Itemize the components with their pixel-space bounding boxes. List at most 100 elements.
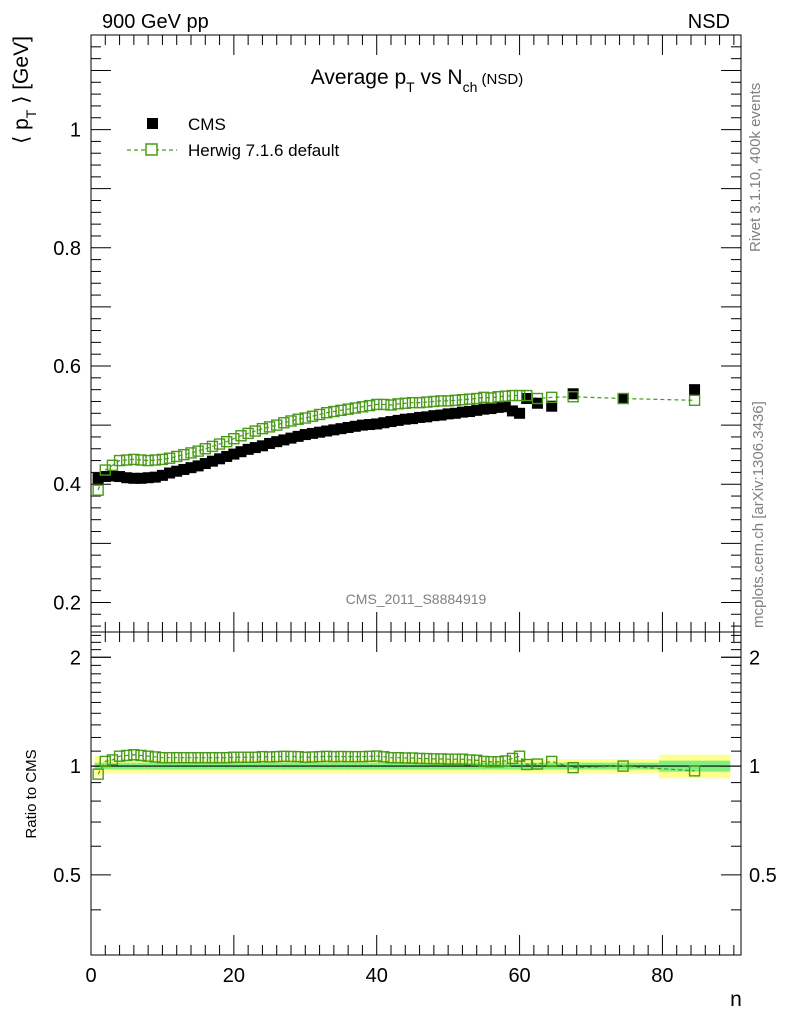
ratio-point (456, 753, 469, 765)
ratio-point (485, 756, 497, 768)
cms-point (256, 440, 268, 452)
svg-text:mcplots.cern.ch [arXiv:1306.34: mcplots.cern.ch [arXiv:1306.3436] (750, 401, 767, 628)
chart-title: Average pT vs Nch (NSD) (311, 66, 523, 95)
cms-point (414, 411, 426, 423)
ratio-point (328, 750, 340, 763)
ratio-point (113, 750, 126, 762)
ratio-point (185, 751, 197, 764)
cms-point (428, 410, 440, 422)
herwig-point (306, 410, 319, 422)
herwig-point (349, 402, 361, 414)
herwig-point (492, 391, 504, 403)
svg-text:Rivet 3.1.10, 400k events: Rivet 3.1.10, 400k events (747, 83, 764, 252)
cms-point (106, 470, 118, 482)
cms-point (689, 384, 701, 396)
ratio-y-tick-label-right: 2 (749, 647, 760, 669)
cms-point (171, 465, 183, 477)
cms-point (342, 421, 354, 433)
herwig-point (263, 421, 276, 433)
cms-point (349, 420, 361, 432)
herwig-point (567, 391, 579, 403)
ratio-point (192, 751, 204, 764)
cms-point (385, 416, 397, 428)
y-axis-title: ⟨ pT ⟩ [GeV] (10, 36, 39, 144)
x-tick-labels: 0 20 40 60 80 (85, 965, 673, 987)
ratio-point (99, 755, 111, 768)
cms-point (421, 411, 433, 423)
herwig-point (399, 397, 411, 409)
legend-herwig-marker (145, 143, 158, 156)
ratio-dashed-line (97, 754, 695, 775)
ratio-point (413, 752, 426, 765)
herwig-point (92, 484, 104, 496)
cms-point (128, 472, 140, 484)
ratio-point (506, 752, 519, 765)
cms-point (406, 413, 418, 425)
analysis-watermark: CMS_2011_S8884919 (346, 591, 487, 607)
cms-point (235, 446, 247, 458)
cms-point (192, 460, 204, 472)
header-left-label: 900 GeV pp (102, 11, 209, 33)
cms-point (328, 424, 340, 436)
herwig-point (463, 393, 476, 405)
svg-text:Ratio to CMS: Ratio to CMS (23, 749, 40, 838)
herwig-point (513, 389, 526, 402)
svg-text:⟨ pT ⟩ [GeV]: ⟨ pT ⟩ [GeV] (10, 36, 39, 144)
cms-point (392, 414, 404, 426)
ratio-x-ticks (90, 632, 735, 955)
ratio-y-ticks (91, 634, 741, 911)
herwig-point (385, 399, 397, 411)
ratio-point (567, 761, 579, 774)
cms-point (228, 448, 240, 460)
herwig-point (499, 390, 511, 402)
herwig-point (335, 404, 347, 417)
ratio-y-tick-label-right: 1 (749, 756, 760, 778)
ratio-y-tick-label-left: 0.5 (53, 865, 81, 887)
cms-point (514, 407, 526, 419)
ratio-point (256, 750, 269, 763)
mcplots-info-text: mcplots.cern.ch [arXiv:1306.3436] (750, 401, 767, 628)
ratio-point (149, 751, 161, 763)
ratio-point (121, 749, 133, 762)
herwig-point (271, 419, 283, 431)
cms-point (221, 450, 233, 462)
herwig-point (442, 395, 454, 407)
rivet-info-text: Rivet 3.1.10, 400k events (747, 83, 764, 252)
ratio-y-tick-label-left: 1 (70, 756, 81, 778)
herwig-point (299, 412, 311, 424)
cms-point (371, 418, 383, 430)
herwig-point (392, 398, 404, 410)
ratio-point (142, 750, 154, 762)
cms-point (364, 419, 376, 431)
ratio-point (392, 751, 404, 764)
ratio-point (435, 753, 447, 765)
cms-point (185, 462, 197, 474)
ratio-point (299, 751, 311, 763)
cms-point (617, 393, 629, 405)
herwig-point (163, 452, 176, 464)
x-tick-label: 0 (85, 965, 96, 987)
x-tick-label: 60 (508, 965, 530, 987)
cms-point (471, 404, 483, 416)
herwig-series-line (97, 394, 695, 491)
ratio-point (356, 750, 369, 763)
herwig-point (617, 392, 629, 405)
herwig-point (185, 447, 197, 459)
legend: CMS Herwig 7.1.6 default (127, 115, 339, 160)
herwig-point (221, 435, 233, 448)
ratio-point (617, 760, 629, 772)
cms-point (278, 434, 290, 446)
herwig-point (113, 454, 126, 467)
cms-point (356, 419, 368, 431)
herwig-point (449, 394, 461, 406)
herwig-point (421, 396, 433, 408)
cms-point (521, 393, 533, 405)
main-y-tick-label: 0.4 (53, 474, 81, 496)
cms-point (149, 471, 161, 483)
cms-point (546, 400, 558, 412)
cms-point (242, 443, 254, 455)
cms-point (492, 401, 504, 413)
cms-point (306, 427, 318, 439)
ratio-point (171, 751, 183, 764)
ratio-point (178, 751, 190, 764)
